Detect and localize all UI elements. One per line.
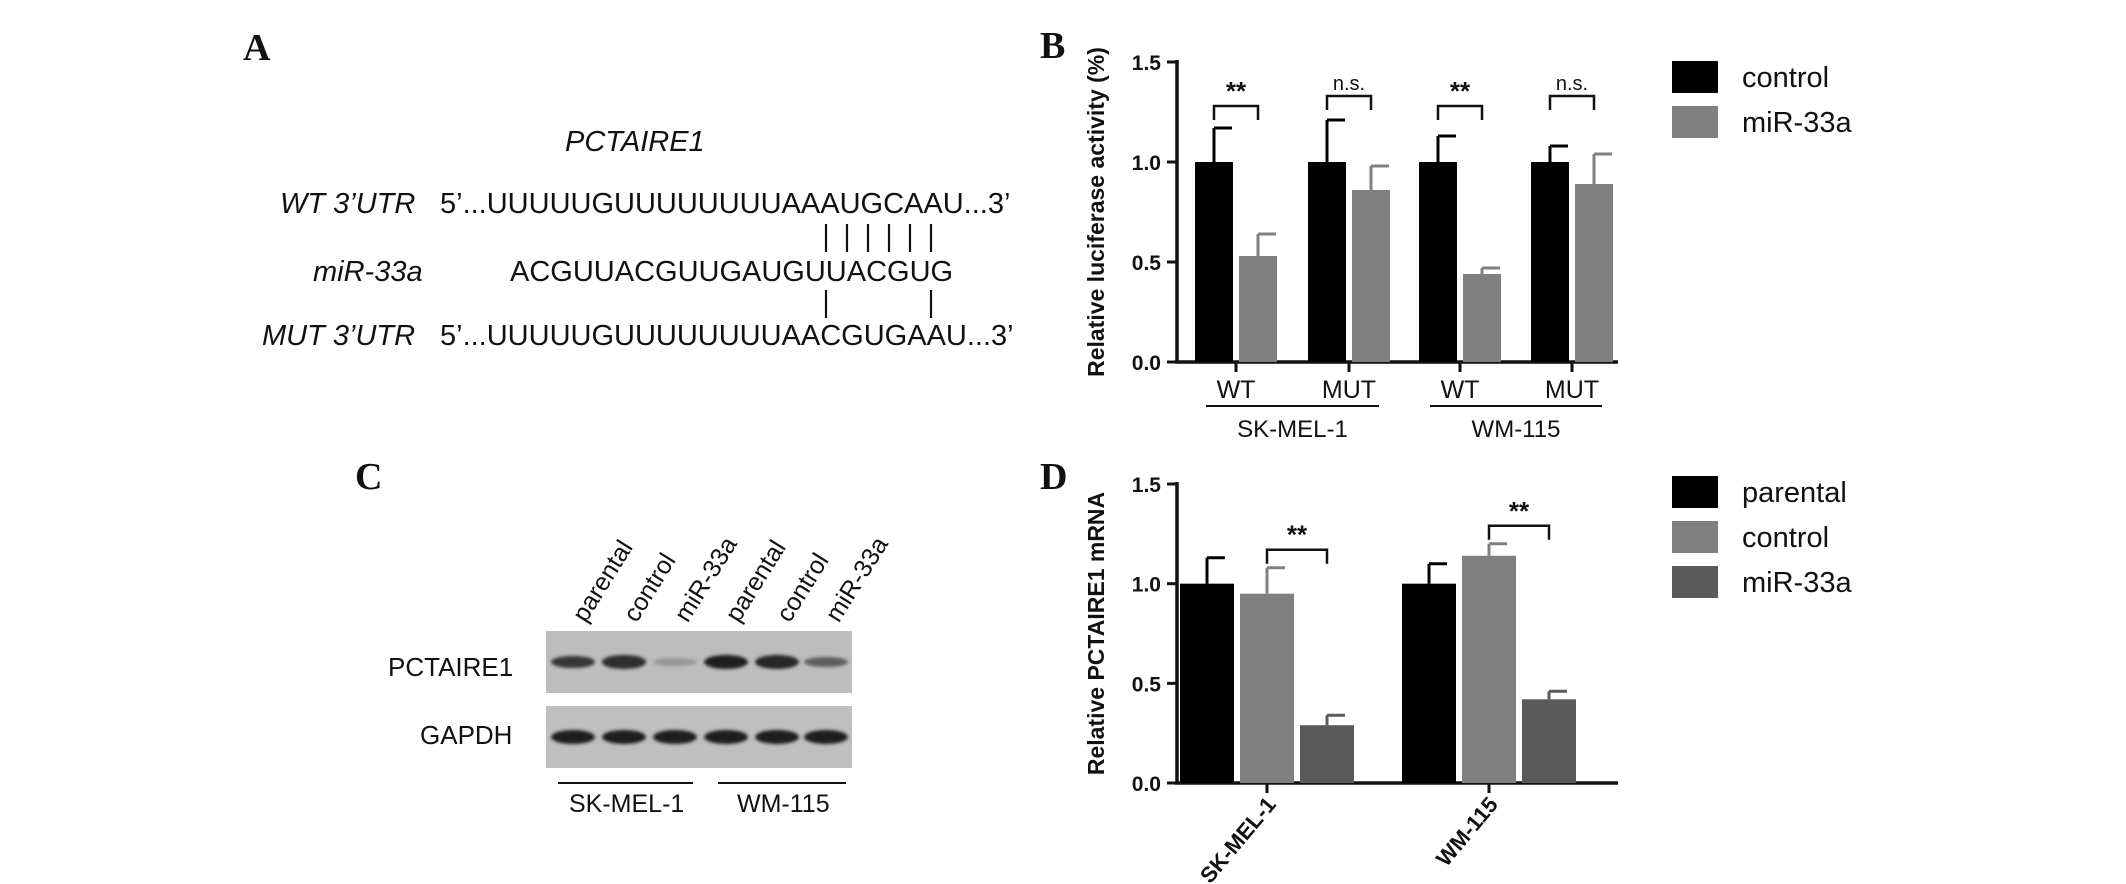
chart-b-significance-label-1: ** <box>1226 76 1247 106</box>
band-pctaire1-4 <box>704 655 748 669</box>
chart-b-bar-control-1 <box>1195 162 1233 362</box>
band-gapdh-4 <box>704 730 748 744</box>
panel-letter-c: C <box>355 456 383 498</box>
chart-b-significance-label-4: n.s. <box>1556 73 1588 95</box>
chart-d-bar-parental-2 <box>1402 583 1456 783</box>
chart-d-y-tick-label: 1.5 <box>1132 474 1162 497</box>
blot-label-gapdh: GAPDH <box>420 720 513 750</box>
chart-b-bar-mir-33a-3 <box>1463 274 1501 362</box>
chart-d-significance-label-2: ** <box>1509 496 1530 526</box>
band-gapdh-5 <box>755 730 799 744</box>
chart-b-significance-bracket-4 <box>1548 94 1596 110</box>
band-pctaire1-2 <box>602 655 646 669</box>
gene-name: PCTAIRE1 <box>565 126 705 158</box>
chart-d-y-tick-label: 1.0 <box>1132 574 1161 597</box>
wt-utr-sequence: 5’...UUUUUGUUUUUUUUAAAUGCAAU...3’ <box>440 188 1011 220</box>
chart-b-significance-label-2: n.s. <box>1333 73 1365 95</box>
chart-b-y-tick-label: 0.5 <box>1132 252 1162 275</box>
band-gapdh-1 <box>551 730 595 744</box>
blot-pctaire1 <box>546 631 852 693</box>
chart-b-significance-bracket-3 <box>1436 104 1484 120</box>
chart-d-legend-label-parental: parental <box>1742 477 1847 509</box>
chart-b-bar-mir-33a-2 <box>1352 190 1390 362</box>
group-label-sk-mel-1: SK-MEL-1 <box>569 790 685 818</box>
mut-utr-label: MUT 3’UTR <box>262 320 416 352</box>
chart-d-bar-parental-1 <box>1180 583 1234 783</box>
chart-d-legend-label-control: control <box>1742 522 1829 554</box>
chart-b-group-label-wm-115: WM-115 <box>1472 416 1561 443</box>
band-gapdh-2 <box>602 730 646 744</box>
chart-d-x-tick-label-wm-115: WM-115 <box>1431 792 1503 871</box>
chart-b-bar-control-4 <box>1531 162 1569 362</box>
chart-d-bar-control-2 <box>1462 555 1516 783</box>
chart-b-y-tick-label: 1.0 <box>1132 152 1161 175</box>
chart-d-significance-label-1: ** <box>1287 520 1308 550</box>
chart-b-legend-label-control: control <box>1742 62 1829 94</box>
blot-label-pctaire1: PCTAIRE1 <box>388 652 514 682</box>
panel-letter-d: D <box>1040 456 1068 498</box>
chart-d-legend-swatch-parental <box>1672 476 1718 508</box>
group-line-wm-115 <box>718 782 846 784</box>
chart-d-legend-swatch-mir-33a <box>1672 566 1718 598</box>
chart-d-bar-mir-33a-2 <box>1522 699 1576 783</box>
chart-d-x-tick-label-sk-mel-1: SK-MEL-1 <box>1195 792 1281 884</box>
chart-b-legend-swatch-mir-33a <box>1672 106 1718 138</box>
group-line-sk-mel-1 <box>558 782 693 784</box>
chart-d-significance-bracket-2 <box>1487 524 1551 540</box>
chart-b-x-tick-label-2: MUT <box>1322 376 1376 404</box>
wt-utr-label: WT 3’UTR <box>280 188 416 220</box>
band-pctaire1-5 <box>755 655 799 669</box>
chart-b-bar-mir-33a-4 <box>1575 184 1613 362</box>
chart-b-bar-control-3 <box>1419 162 1457 362</box>
band-gapdh-6 <box>804 730 848 744</box>
chart-b-y-tick-label: 1.5 <box>1132 52 1162 75</box>
chart-d-y-tick-label: 0.5 <box>1132 673 1162 696</box>
band-pctaire1-3 <box>653 658 697 666</box>
band-pctaire1-6 <box>804 656 848 668</box>
blot-gapdh <box>546 706 852 768</box>
chart-b-bar-control-2 <box>1308 162 1346 362</box>
band-pctaire1-1 <box>551 655 595 669</box>
chart-d-y-axis-label: Relative PCTAIRE1 mRNA <box>1083 492 1109 775</box>
chart-b-significance-bracket-2 <box>1325 94 1373 110</box>
chart-d-bar-mir-33a-1 <box>1300 725 1354 783</box>
chart-b-group-label-sk-mel-1: SK-MEL-1 <box>1237 416 1348 443</box>
panel-letter-b: B <box>1040 25 1066 67</box>
chart-b-y-axis-label: Relative luciferase activity (%) <box>1083 47 1109 377</box>
chart-b-bar-mir-33a-1 <box>1239 256 1277 362</box>
chart-b-legend-label-mir-33a: miR-33a <box>1742 107 1852 139</box>
chart-d-legend-label-mir-33a: miR-33a <box>1742 567 1852 599</box>
chart-d-legend-swatch-control <box>1672 521 1718 553</box>
chart-b-legend-swatch-control <box>1672 61 1718 93</box>
chart-b-x-tick-label-4: MUT <box>1545 376 1599 404</box>
mut-utr-sequence: 5’...UUUUUGUUUUUUUUAACGUGAAU...3’ <box>440 320 1014 352</box>
chart-b-x-tick-label-1: WT <box>1217 376 1256 404</box>
chart-b-y-tick-label: 0.0 <box>1132 352 1161 375</box>
mir-33a-label: miR-33a <box>313 256 423 288</box>
band-gapdh-3 <box>653 730 697 744</box>
chart-b-x-tick-label-3: WT <box>1441 376 1480 404</box>
chart-d-y-tick-label: 0.0 <box>1132 773 1161 796</box>
mir-33a-sequence: ACGUUACGUUGAUGUUACGUG <box>510 256 954 288</box>
panel-letter-a: A <box>243 27 271 69</box>
chart-b-significance-bracket-1 <box>1212 104 1260 120</box>
chart-d-significance-bracket-1 <box>1265 548 1329 564</box>
chart-d-bar-control-1 <box>1240 593 1294 783</box>
chart-b-significance-label-3: ** <box>1450 76 1471 106</box>
group-label-wm-115: WM-115 <box>737 790 830 818</box>
